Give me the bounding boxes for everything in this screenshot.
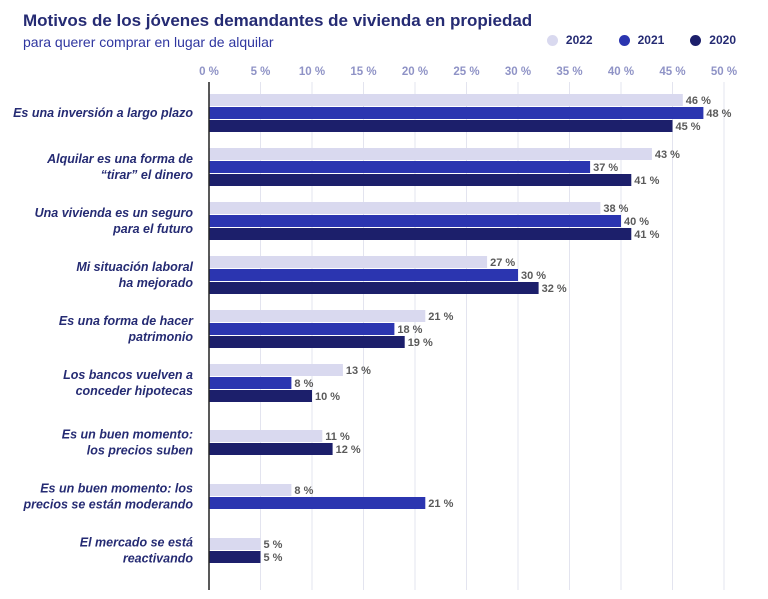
- value-label: 8 %: [294, 378, 313, 390]
- x-tick-label: 30 %: [505, 66, 531, 78]
- category-label-line: Una vivienda es un seguro: [35, 206, 194, 220]
- legend-label-2020: 2020: [709, 33, 736, 47]
- category-label-line: “tirar” el dinero: [101, 168, 194, 182]
- x-tick-label: 5 %: [251, 66, 271, 78]
- category-label: Es un buen momento: los precios suben: [62, 428, 194, 458]
- value-label: 46 %: [686, 95, 711, 107]
- value-label: 48 %: [706, 108, 731, 120]
- legend-swatch-2022: [546, 34, 558, 46]
- category-label: Mi situación laboral ha mejorado: [76, 260, 193, 290]
- bar-2020: [209, 228, 632, 240]
- bar-2021: [209, 215, 621, 227]
- bar-2022: [209, 94, 683, 106]
- bar-2021: [209, 161, 591, 173]
- bar-2022: [209, 364, 343, 376]
- legend-swatch-2021: [618, 34, 630, 46]
- bar-2022: [209, 256, 488, 268]
- category-label-line: Es un buen momento:: [62, 428, 193, 442]
- legend: 2022 2021 2020: [546, 33, 736, 47]
- category-label-line: conceder hipotecas: [76, 384, 193, 398]
- bar-2022: [209, 430, 323, 442]
- value-label: 43 %: [655, 149, 680, 161]
- x-tick-label: 40 %: [608, 66, 634, 78]
- value-label: 27 %: [490, 257, 515, 269]
- category-label-line: Los bancos vuelven a: [63, 368, 193, 382]
- bar-2020: [209, 390, 312, 402]
- value-label: 40 %: [624, 216, 649, 228]
- category-label-line: para el futuro: [112, 222, 193, 236]
- category-label-line: precios se están moderando: [22, 498, 193, 512]
- category-label-line: Es una forma de hacer: [59, 314, 194, 328]
- category-label-line: patrimonio: [127, 330, 193, 344]
- category-label-line: El mercado se está: [80, 536, 193, 550]
- bar-2021: [209, 269, 518, 281]
- chart-subtitle: para querer comprar en lugar de alquilar: [23, 34, 274, 50]
- category-label-line: Es una inversión a largo plazo: [13, 106, 193, 120]
- bar-2021: [209, 377, 292, 389]
- value-label: 5 %: [264, 552, 283, 564]
- legend-item-2021: 2021: [618, 33, 665, 47]
- value-label: 38 %: [603, 203, 628, 215]
- bar-2022: [209, 148, 652, 160]
- value-label: 8 %: [294, 485, 313, 497]
- x-tick-label: 10 %: [299, 66, 325, 78]
- value-label: 10 %: [315, 391, 340, 403]
- bar-2020: [209, 174, 632, 186]
- value-label: 21 %: [428, 498, 453, 510]
- bar-2022: [209, 484, 292, 496]
- category-label: Es una forma de hacer patrimonio: [59, 314, 194, 344]
- value-label: 45 %: [676, 121, 701, 133]
- x-tick-label: 25 %: [453, 66, 479, 78]
- value-label: 41 %: [634, 175, 659, 187]
- category-label: Los bancos vuelven a conceder hipotecas: [63, 368, 193, 398]
- value-label: 21 %: [428, 311, 453, 323]
- legend-label-2022: 2022: [565, 33, 593, 47]
- value-label: 41 %: [634, 229, 659, 241]
- x-tick-label: 15 %: [350, 66, 376, 78]
- x-tick-label: 20 %: [402, 66, 428, 78]
- bar-2022: [209, 202, 601, 214]
- value-label: 12 %: [336, 444, 361, 456]
- category-label: Es un buen momento: los precios se están …: [22, 482, 193, 512]
- value-label: 11 %: [325, 431, 350, 443]
- chart-title: Motivos de los jóvenes demandantes de vi…: [23, 11, 533, 30]
- bar-2020: [209, 443, 333, 455]
- bar-2021: [209, 323, 395, 335]
- category-label: Es una inversión a largo plazo: [13, 106, 193, 120]
- value-label: 30 %: [521, 270, 546, 282]
- x-tick-label: 45 %: [659, 66, 685, 78]
- bar-2020: [209, 336, 405, 348]
- x-tick-label: 35 %: [556, 66, 582, 78]
- x-tick-label: 0 %: [199, 66, 219, 78]
- legend-item-2020: 2020: [690, 33, 736, 47]
- bar-2021: [209, 107, 704, 119]
- value-label: 18 %: [397, 324, 422, 336]
- category-label-line: los precios suben: [87, 444, 194, 458]
- category-label: El mercado se está reactivando: [80, 536, 194, 566]
- bar-2021: [209, 497, 426, 509]
- x-tick-label: 50 %: [711, 66, 737, 78]
- legend-swatch-2020: [690, 34, 702, 46]
- value-label: 32 %: [542, 283, 567, 295]
- category-label-line: ha mejorado: [119, 276, 194, 290]
- bar-2020: [209, 282, 539, 294]
- value-label: 13 %: [346, 365, 371, 377]
- category-label-line: Es un buen momento: los: [40, 482, 193, 496]
- bar-2022: [209, 310, 426, 322]
- legend-label-2021: 2021: [637, 33, 665, 47]
- category-label-line: reactivando: [123, 552, 194, 566]
- value-label: 19 %: [408, 337, 433, 349]
- category-label-line: Alquilar es una forma de: [46, 152, 193, 166]
- category-label: Una vivienda es un seguro para el futuro: [35, 206, 194, 236]
- bar-2020: [209, 551, 261, 563]
- bar-2022: [209, 538, 261, 550]
- category-label-line: Mi situación laboral: [76, 260, 193, 274]
- legend-item-2022: 2022: [546, 33, 593, 47]
- category-label: Alquilar es una forma de “tirar” el diner…: [46, 152, 193, 182]
- value-label: 5 %: [264, 539, 283, 551]
- bar-2020: [209, 120, 673, 132]
- value-label: 37 %: [593, 162, 618, 174]
